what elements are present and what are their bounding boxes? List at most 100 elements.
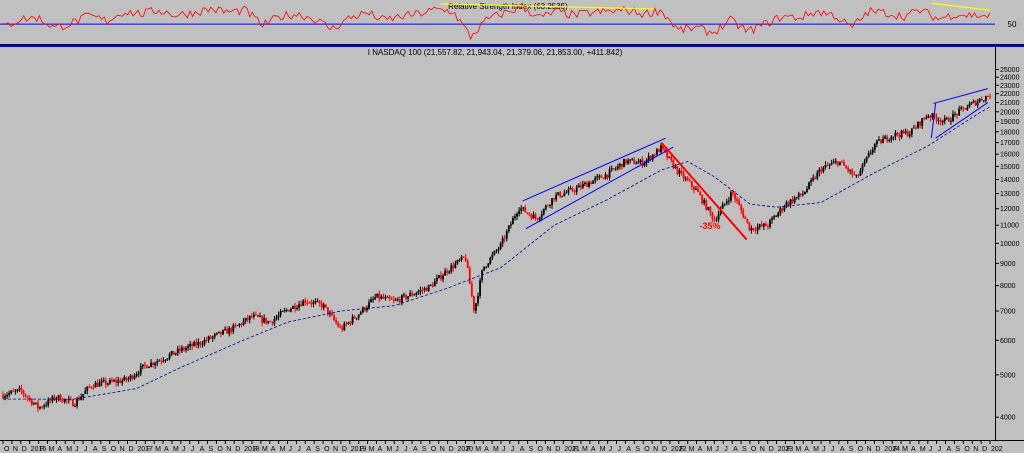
price-body (359, 312, 362, 315)
price-body (771, 218, 773, 221)
price-body (20, 388, 23, 391)
price-body (460, 256, 463, 260)
price-body (45, 405, 48, 406)
price-body (396, 299, 399, 301)
price-body (113, 380, 115, 382)
price-body (834, 161, 837, 163)
price-body (703, 200, 706, 204)
price-body (139, 366, 142, 374)
price-body (429, 284, 432, 286)
price-body (456, 260, 459, 264)
price-body (674, 166, 677, 168)
price-body (600, 175, 603, 178)
price-body (935, 116, 938, 121)
price-body (544, 205, 547, 210)
x-tick-label: J (609, 446, 613, 453)
price-body (419, 289, 422, 292)
price-body (106, 383, 109, 385)
x-tick-label: J (84, 446, 88, 453)
x-tick-label: N (120, 446, 125, 453)
price-body (189, 344, 192, 347)
price-body (380, 296, 383, 299)
x-tick-label: J (715, 446, 719, 453)
price-body (950, 121, 952, 122)
price-body (684, 178, 687, 180)
x-tick-label: F (573, 446, 577, 453)
x-tick-label: A (200, 446, 205, 453)
y-tick-label: 15000 (1000, 164, 1020, 171)
price-body (902, 130, 905, 134)
price-body (945, 118, 948, 119)
price-body (987, 96, 989, 97)
x-tick-label: N (333, 446, 338, 453)
price-body (941, 120, 944, 123)
price-body (707, 207, 710, 210)
price-body (888, 139, 891, 141)
price-body (594, 177, 597, 181)
x-tick-label: O (858, 446, 864, 453)
x-tick-label: S (422, 446, 427, 453)
price-body (621, 163, 623, 168)
x-tick-label: N (760, 446, 765, 453)
price-body (234, 325, 237, 327)
price-body (318, 300, 321, 304)
price-body (298, 304, 300, 308)
price-body (22, 390, 25, 395)
x-tick-label: F (360, 446, 364, 453)
panel-separator (0, 45, 1024, 47)
price-body (526, 212, 529, 214)
price-body (721, 204, 724, 209)
price-body (553, 198, 555, 200)
price-body (643, 163, 646, 166)
price-body (569, 188, 572, 190)
price-body (660, 145, 662, 153)
x-tick-label: F (146, 446, 150, 453)
price-body (137, 373, 140, 375)
price-body (314, 301, 317, 303)
price-body (411, 293, 414, 296)
x-tick-label: M (155, 446, 161, 453)
price-body (779, 208, 782, 213)
price-body (162, 360, 165, 362)
x-tick-label: O (217, 446, 223, 453)
price-body (818, 169, 821, 173)
price-body (719, 208, 722, 215)
price-body (398, 299, 401, 303)
price-body (693, 186, 695, 190)
price-body (2, 394, 4, 399)
price-body (555, 194, 558, 200)
price-body (287, 309, 290, 312)
price-body (386, 296, 389, 298)
price-body (956, 113, 958, 116)
price-body (6, 395, 9, 397)
x-tick-label: M (475, 446, 481, 453)
price-body (958, 108, 961, 116)
x-tick-label: A (271, 446, 276, 453)
channel-upper-line (522, 137, 666, 202)
x-tick-label: O (751, 446, 757, 453)
price-body (947, 118, 950, 122)
price-body (28, 397, 31, 399)
price-body (102, 380, 105, 382)
y-tick-label: 4000 (1000, 415, 1016, 422)
price-body (793, 197, 796, 203)
price-body (207, 336, 210, 341)
price-body (542, 209, 545, 215)
price-body (908, 134, 911, 137)
price-body (499, 243, 502, 249)
x-tick-label: 202 (991, 446, 1003, 453)
price-body (894, 132, 897, 137)
price-body (514, 216, 516, 219)
x-tick-label: 2018 (244, 446, 260, 453)
price-body (487, 263, 490, 267)
price-body (629, 159, 632, 161)
price-body (248, 315, 251, 320)
x-tick-label: O (538, 446, 544, 453)
price-body (8, 393, 11, 396)
wedge-left-edge (930, 103, 937, 139)
y-axis: 4000 5000 6000 7000 8000 9000 10000 11000 12000 1… (995, 67, 1020, 422)
price-body (709, 207, 712, 213)
x-tick-label: 2020 (457, 446, 473, 453)
x-tick-label: J (502, 446, 506, 453)
price-body (974, 101, 977, 106)
